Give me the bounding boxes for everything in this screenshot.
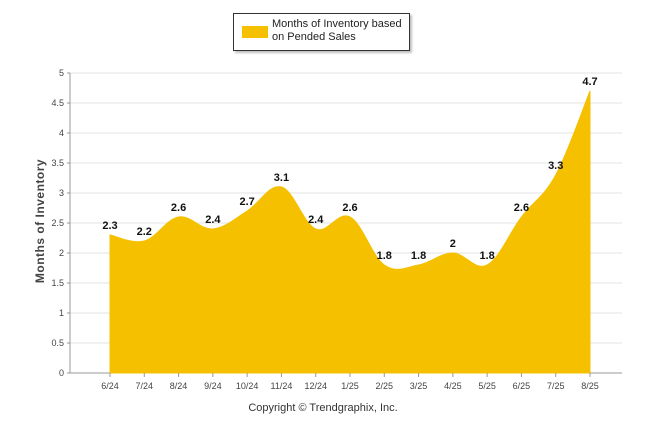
y-tick-label: 3 xyxy=(59,188,64,198)
y-tick-label: 5 xyxy=(59,68,64,78)
y-axis-title: Months of Inventory xyxy=(33,158,47,284)
x-tick-label: 10/24 xyxy=(236,381,259,391)
x-tick-label: 6/24 xyxy=(101,381,119,391)
x-tick-label: 7/24 xyxy=(136,381,154,391)
y-tick-label: 4.5 xyxy=(51,98,64,108)
x-tick-label: 8/24 xyxy=(170,381,188,391)
data-label: 1.8 xyxy=(411,250,426,262)
data-label: 2 xyxy=(450,238,456,250)
y-tick-label: 2.5 xyxy=(51,218,64,228)
x-tick-label: 8/25 xyxy=(581,381,599,391)
y-tick-label: 4 xyxy=(59,128,64,138)
x-tick-label: 6/25 xyxy=(513,381,531,391)
data-label: 2.6 xyxy=(171,202,186,214)
data-label: 2.7 xyxy=(239,196,254,208)
y-tick-label: 3.5 xyxy=(51,158,64,168)
copyright-text: Copyright © Trendgraphix, Inc. xyxy=(248,402,398,414)
x-tick-label: 5/25 xyxy=(478,381,496,391)
x-tick-label: 4/25 xyxy=(444,381,462,391)
y-tick-label: 2 xyxy=(59,248,64,258)
legend-label: Months of Inventory based on Pended Sale… xyxy=(272,18,402,43)
data-label: 2.4 xyxy=(308,214,324,226)
area-series xyxy=(109,90,591,374)
data-label: 2.2 xyxy=(137,226,152,238)
data-label: 3.1 xyxy=(274,172,289,184)
x-tick-label: 7/25 xyxy=(547,381,565,391)
x-tick-label: 9/24 xyxy=(204,381,222,391)
x-tick-label: 1/25 xyxy=(341,381,359,391)
x-tick-label: 12/24 xyxy=(304,381,327,391)
data-label: 2.6 xyxy=(342,202,357,214)
y-tick-label: 0 xyxy=(59,368,64,378)
data-label: 4.7 xyxy=(582,76,597,88)
data-label: 2.6 xyxy=(514,202,529,214)
y-tick-label: 1 xyxy=(59,308,64,318)
x-tick-label: 2/25 xyxy=(376,381,394,391)
data-label: 1.8 xyxy=(479,250,494,262)
x-tick-label: 3/25 xyxy=(410,381,428,391)
data-label: 2.3 xyxy=(102,220,117,232)
y-tick-label: 1.5 xyxy=(51,278,64,288)
legend: Months of Inventory based on Pended Sale… xyxy=(233,13,410,51)
legend-swatch xyxy=(242,26,268,38)
x-tick-label: 11/24 xyxy=(270,381,292,391)
data-label: 3.3 xyxy=(548,160,563,172)
data-label: 2.4 xyxy=(205,214,221,226)
y-tick-label: 0.5 xyxy=(51,338,64,348)
data-label: 1.8 xyxy=(377,250,392,262)
